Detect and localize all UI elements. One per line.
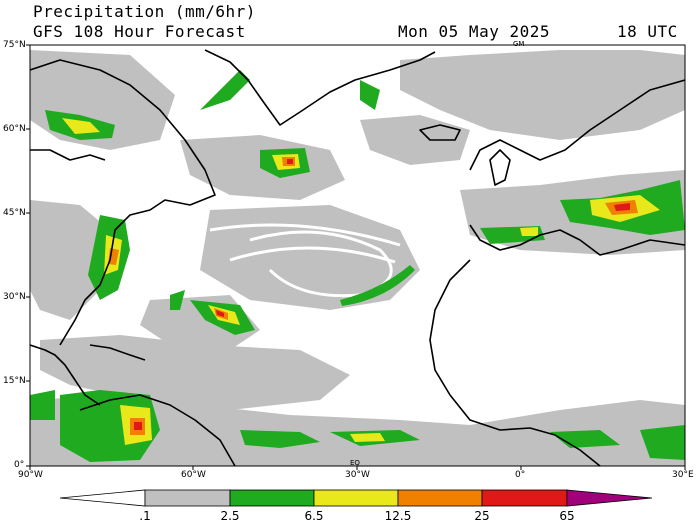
colorbar-label-25: 25 <box>474 509 490 523</box>
colorbar-label-6-5: 6.5 <box>304 509 324 523</box>
lon-label-30w: 30°W <box>345 470 370 480</box>
colorbar-label-2-5: 2.5 <box>220 509 240 523</box>
lat-label-0: 0° <box>14 460 25 470</box>
colorbar-label-12-5: 12.5 <box>384 509 412 523</box>
lat-label-60n: 60°N <box>3 124 26 134</box>
lon-label-60w: 60°W <box>181 470 206 480</box>
lat-label-45n: 45°N <box>3 208 26 218</box>
lat-label-75n: 75°N <box>3 40 26 50</box>
gm-mark: GM <box>513 40 525 48</box>
lon-label-30e: 30°E <box>672 470 694 480</box>
precip-field <box>30 50 685 466</box>
colorbar <box>59 489 653 507</box>
lon-label-0: 0° <box>515 470 526 480</box>
valid-time: 18 UTC <box>617 22 678 41</box>
colorbar-label-65: 65 <box>559 509 575 523</box>
lat-label-15n: 15°N <box>3 376 26 386</box>
lat-label-30n: 30°N <box>3 292 26 302</box>
coastlines <box>30 49 685 466</box>
eq-mark: EQ <box>350 459 360 467</box>
colorbar-label-0-1: .1 <box>139 509 151 523</box>
forecast-subtitle: GFS 108 Hour Forecast <box>33 22 246 41</box>
map-title: Precipitation (mm/6hr) <box>33 2 256 21</box>
valid-date: Mon 05 May 2025 <box>398 22 550 41</box>
axis-ticks <box>26 44 686 470</box>
lon-label-90w: 90°W <box>18 470 43 480</box>
